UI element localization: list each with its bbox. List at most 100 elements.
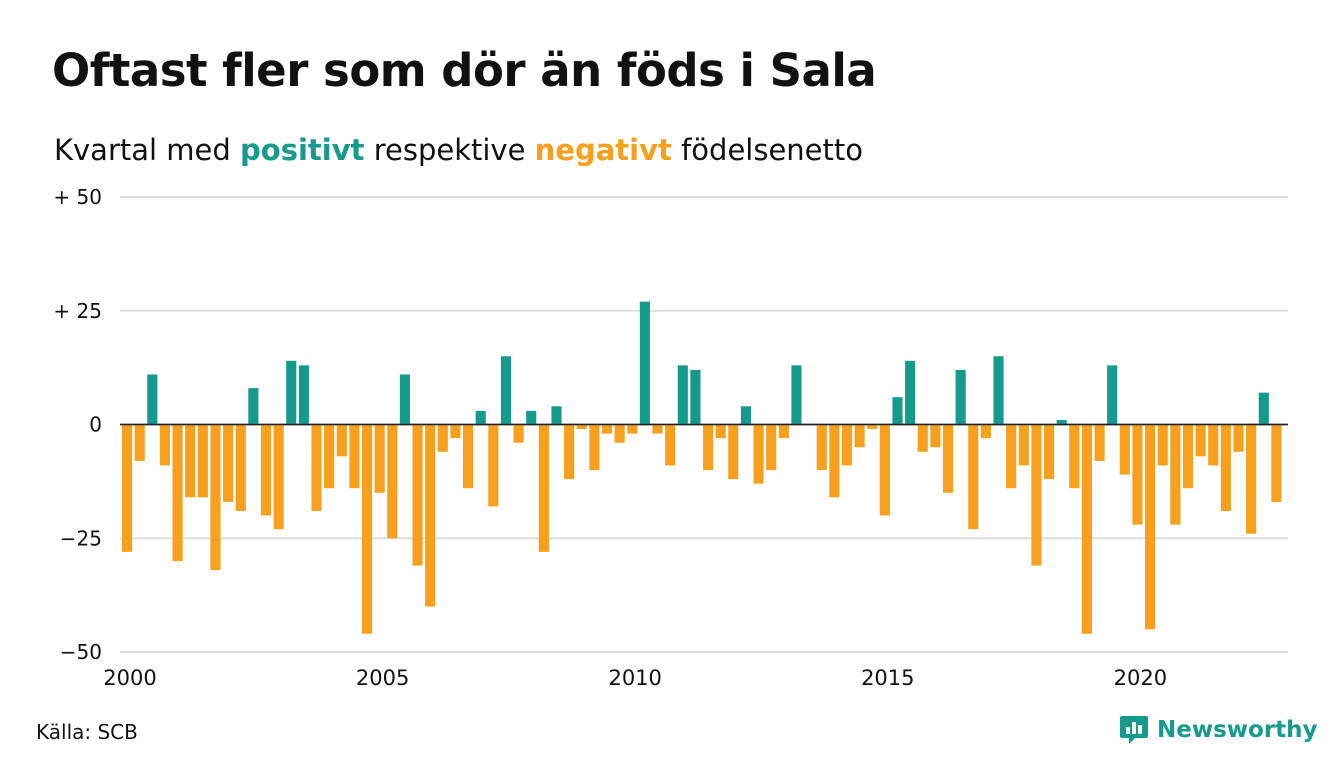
y-tick-label: 0 <box>89 413 102 437</box>
chart-title: Oftast fler som dör än föds i Sala <box>52 44 877 97</box>
bar <box>1208 424 1219 466</box>
bar <box>980 424 991 439</box>
bar <box>526 410 537 425</box>
bar <box>1246 424 1257 534</box>
x-tick-label: 2015 <box>861 666 914 690</box>
bar <box>1195 424 1206 457</box>
x-tick-label: 2010 <box>608 666 661 690</box>
bar <box>248 388 259 425</box>
bar <box>260 424 272 516</box>
bar <box>399 374 410 425</box>
bar <box>1157 424 1168 466</box>
bar <box>564 424 575 480</box>
bar <box>311 424 322 511</box>
bar <box>955 369 966 425</box>
y-tick-label: −25 <box>60 526 102 550</box>
chart-subtitle: Kvartal med positivt respektive negativt… <box>54 133 863 167</box>
bar <box>551 406 562 425</box>
bar <box>223 424 234 502</box>
bar <box>210 424 221 571</box>
subtitle-text-middle: respektive <box>373 133 526 167</box>
bar <box>892 397 903 425</box>
bar <box>652 424 663 434</box>
bar <box>1132 424 1143 525</box>
bar <box>614 424 625 443</box>
bar <box>1081 424 1093 634</box>
bar <box>1043 424 1055 480</box>
bar <box>425 424 436 607</box>
bar <box>159 424 171 466</box>
bar <box>791 365 802 425</box>
bar <box>589 424 600 470</box>
bar <box>715 424 726 439</box>
bar <box>1220 424 1231 511</box>
bar <box>816 424 827 470</box>
bar <box>1258 392 1269 425</box>
bar <box>841 424 853 466</box>
bar <box>942 424 954 493</box>
bar <box>361 424 373 634</box>
bar <box>854 424 865 448</box>
bar <box>639 301 650 425</box>
bar <box>728 424 739 480</box>
bar <box>627 424 638 434</box>
bar <box>538 424 549 552</box>
y-tick-label: + 50 <box>53 185 102 209</box>
bar <box>753 424 764 484</box>
bar <box>1145 424 1156 630</box>
bar <box>1006 424 1017 489</box>
bar <box>172 424 183 561</box>
bar <box>993 356 1004 425</box>
bar <box>905 360 916 425</box>
bar <box>134 424 145 461</box>
bar <box>513 424 524 443</box>
bar <box>273 424 284 530</box>
bar <box>879 424 890 516</box>
bar <box>1182 424 1194 489</box>
newsworthy-logo-icon <box>1120 716 1148 744</box>
bar <box>122 424 133 552</box>
bar <box>1031 424 1042 566</box>
bar <box>829 424 840 498</box>
bar <box>1069 424 1080 489</box>
bar <box>702 424 714 470</box>
bar <box>387 424 398 539</box>
bar <box>1233 424 1244 452</box>
bars <box>122 301 1282 634</box>
bar <box>463 424 474 489</box>
x-tick-label: 2020 <box>1114 666 1167 690</box>
bar <box>185 424 196 498</box>
bar <box>740 406 751 425</box>
bar <box>1119 424 1130 475</box>
y-tick-label: + 25 <box>53 299 102 323</box>
y-tick-label: −50 <box>60 640 102 664</box>
bar <box>601 424 613 434</box>
bar <box>576 424 587 430</box>
bar <box>336 424 347 457</box>
x-tick-label: 2005 <box>356 666 409 690</box>
bar <box>286 360 297 425</box>
bar <box>197 424 208 498</box>
subtitle-positive: positivt <box>240 133 365 167</box>
bar <box>500 356 512 425</box>
brand-logo: Newsworthy <box>1119 714 1318 746</box>
bar <box>968 424 979 530</box>
bar <box>147 374 158 425</box>
bar <box>488 424 499 507</box>
bar <box>450 424 461 439</box>
source-note: Källa: SCB <box>36 720 138 744</box>
bar <box>349 424 360 489</box>
bar <box>1094 424 1105 461</box>
bar <box>437 424 448 452</box>
bar <box>778 424 789 439</box>
bar <box>324 424 335 489</box>
bar <box>1018 424 1029 466</box>
subtitle-negative: negativt <box>534 133 672 167</box>
bar <box>1056 419 1067 425</box>
bar <box>665 424 676 466</box>
x-tick-label: 2000 <box>103 666 156 690</box>
bar <box>930 424 941 448</box>
bar <box>867 424 878 430</box>
